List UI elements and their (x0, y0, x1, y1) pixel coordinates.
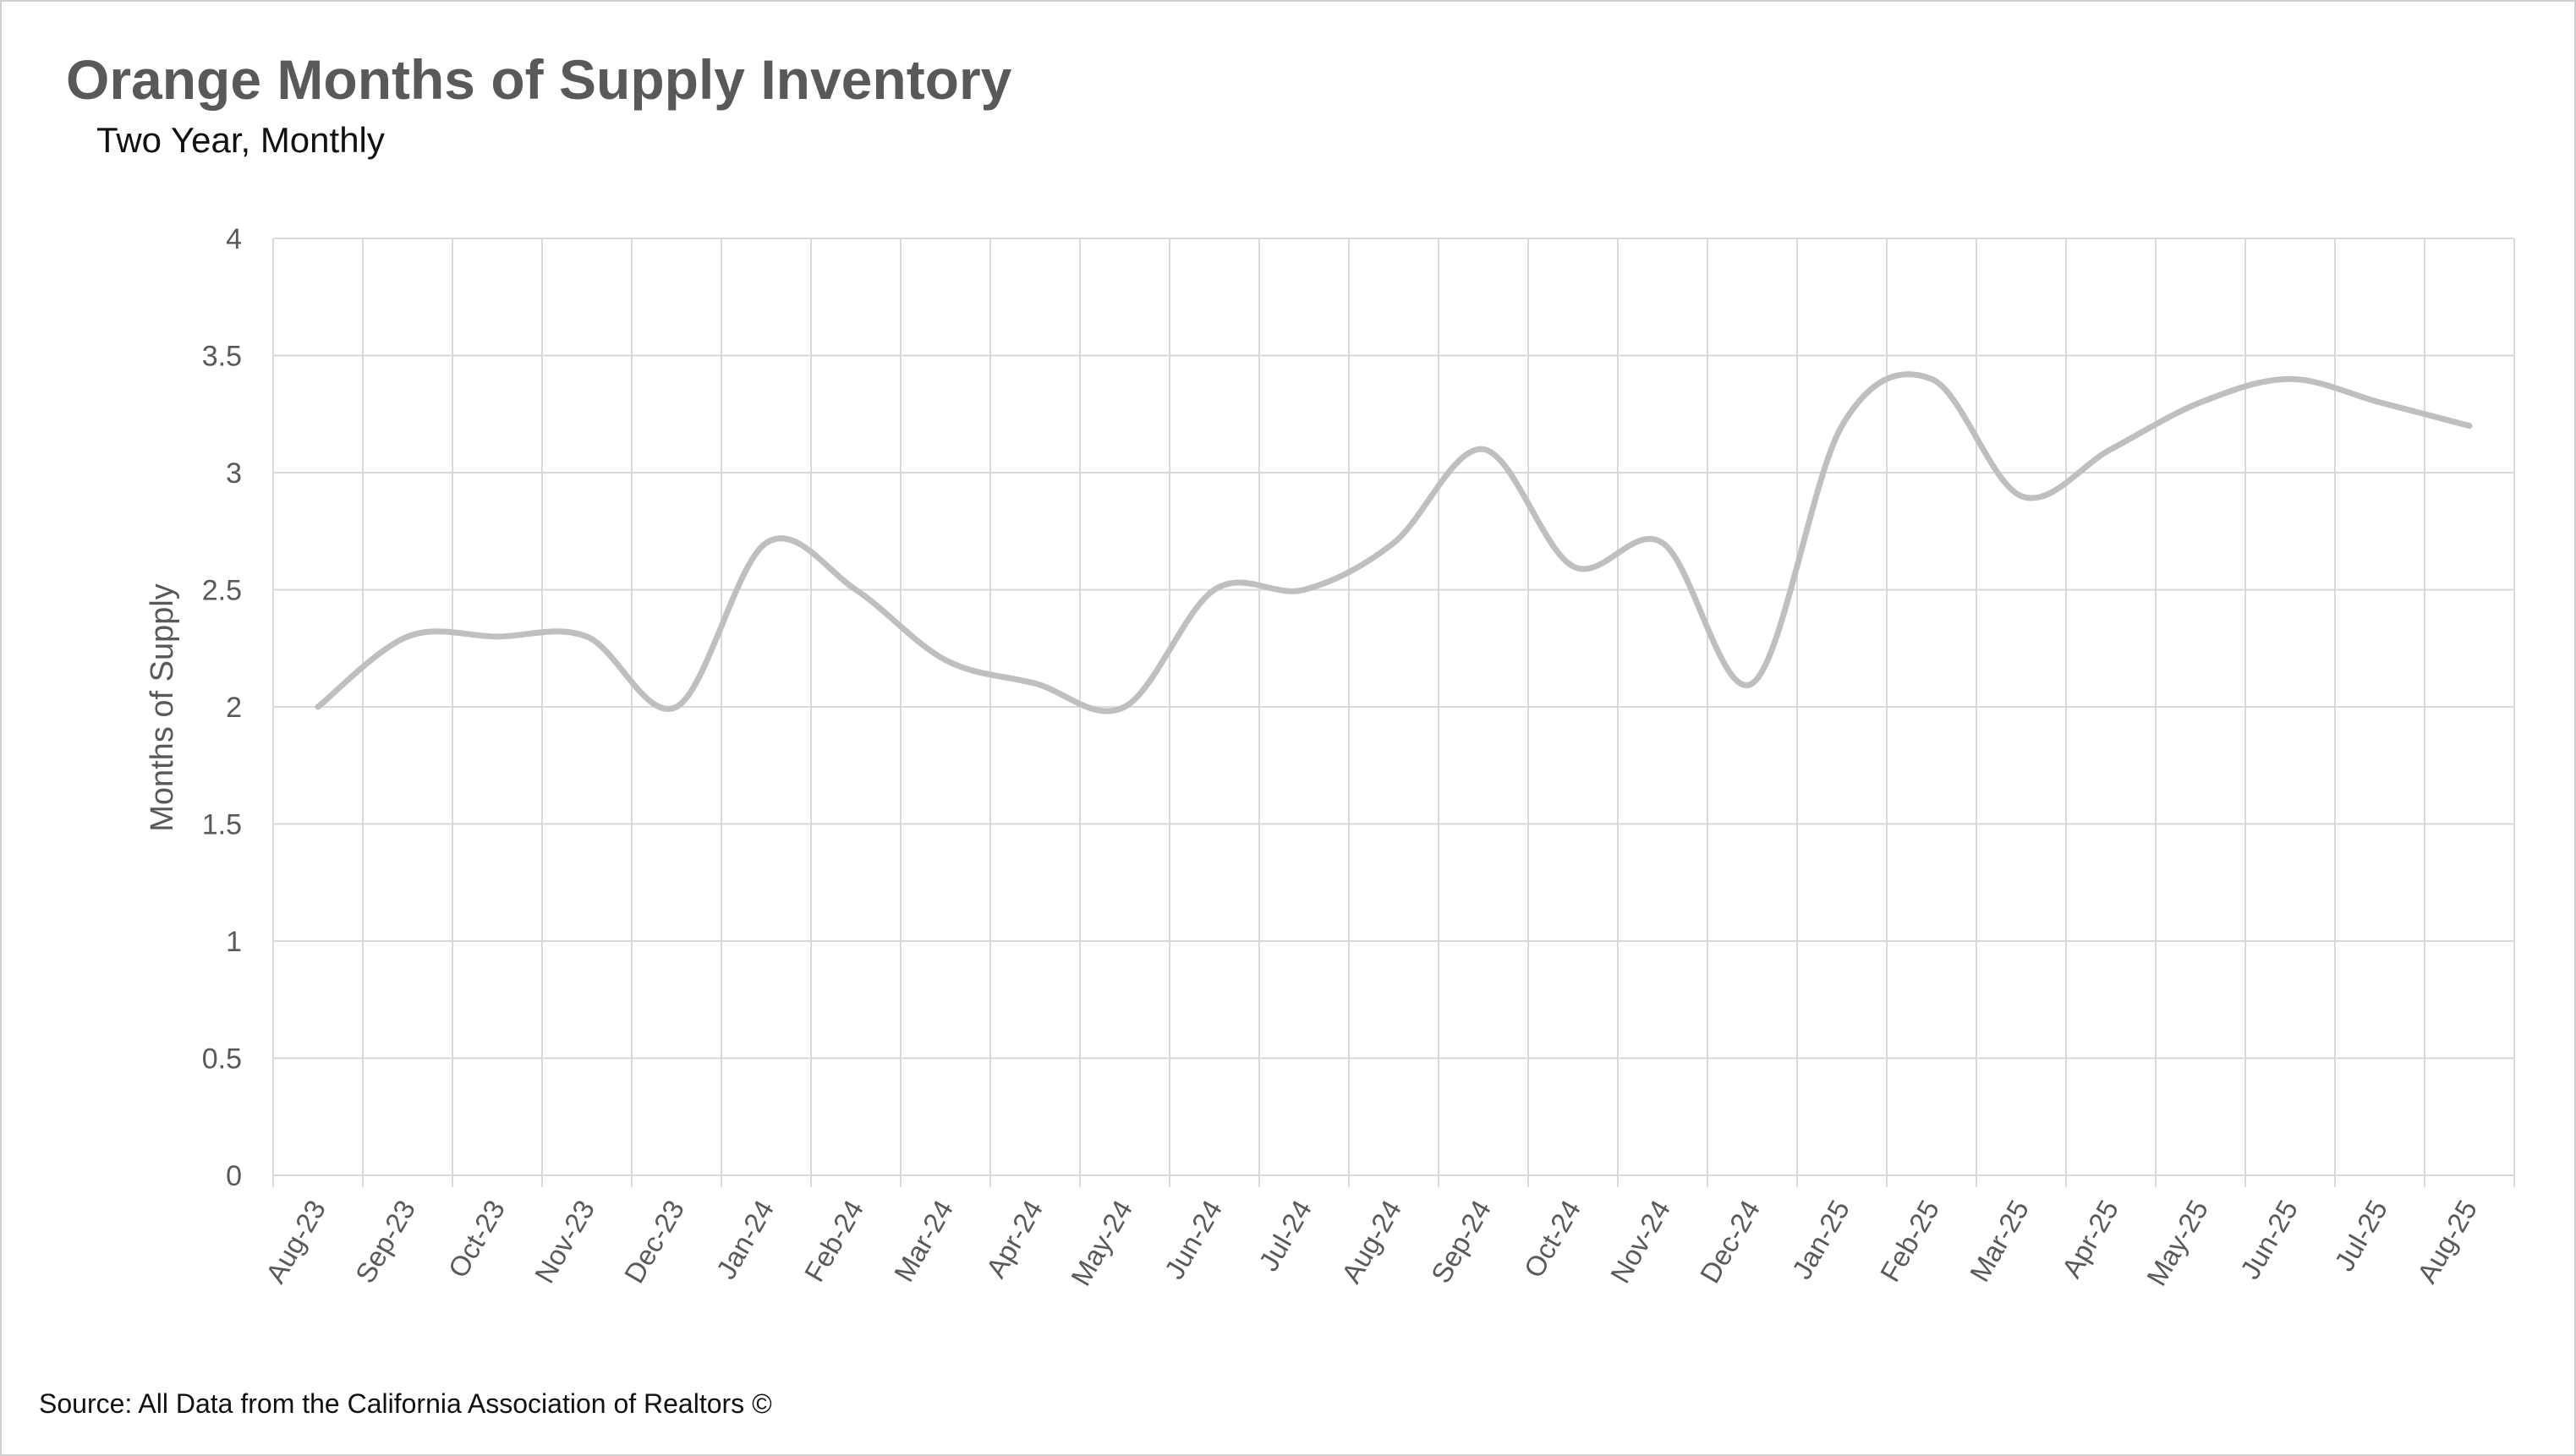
x-tick-label: Jan-25 (1786, 1195, 1855, 1284)
y-tick-label: 2.5 (202, 575, 242, 607)
x-tick-label: Aug-25 (2411, 1195, 2483, 1289)
x-tick-label: Apr-24 (979, 1195, 1049, 1283)
x-tick-label: Jul-24 (1252, 1195, 1318, 1276)
x-tick-label: Feb-25 (1874, 1195, 1945, 1287)
x-tick-label: Aug-23 (260, 1195, 332, 1289)
y-tick-label: 1 (226, 926, 242, 958)
y-tick-label: 3 (226, 457, 242, 490)
x-tick-label: Oct-24 (1517, 1195, 1587, 1283)
y-axis-title: Months of Supply (145, 583, 180, 832)
y-tick-label: 0 (226, 1160, 242, 1192)
x-axis-ticks: Aug-23 Sep-23 Oct-23 Nov-23 Dec-23 Jan-24 Feb-… (260, 1195, 2483, 1291)
x-tick-label: Oct-23 (441, 1195, 511, 1283)
x-tick-label: Dec-24 (1694, 1195, 1766, 1289)
x-tick-label: Mar-25 (1964, 1195, 2035, 1287)
y-tick-label: 3.5 (202, 341, 242, 373)
x-tick-label: Feb-24 (798, 1195, 869, 1287)
x-tick-label: Jun-25 (2234, 1195, 2304, 1284)
x-tick-label: Sep-24 (1425, 1195, 1497, 1289)
series-line (315, 371, 2473, 714)
chart-subtitle: Two Year, Monthly (96, 120, 385, 160)
x-tick-label: Jan-24 (710, 1195, 780, 1284)
series-layer (315, 371, 2473, 714)
x-tick-label: Dec-23 (618, 1195, 690, 1289)
x-tick-label: Sep-23 (349, 1195, 421, 1289)
source-note: Source: All Data from the California Ass… (39, 1388, 772, 1419)
x-tick-label: Aug-24 (1335, 1195, 1407, 1289)
y-tick-label: 4 (226, 223, 242, 255)
y-tick-label: 0.5 (202, 1043, 242, 1076)
x-tick-label: Nov-24 (1604, 1195, 1676, 1289)
y-axis-ticks: 0 0.5 1 1.5 2 2.5 3 3.5 4 (202, 223, 242, 1192)
x-tick-label: Jul-25 (2328, 1195, 2393, 1276)
x-tick-label: May-25 (2140, 1195, 2214, 1291)
x-tick-label: Mar-24 (888, 1195, 959, 1287)
gridlines (272, 238, 2515, 1187)
chart-title: Orange Months of Supply Inventory (66, 48, 1012, 111)
x-tick-label: May-24 (1065, 1195, 1138, 1291)
y-tick-label: 2 (226, 692, 242, 724)
x-tick-label: Apr-25 (2055, 1195, 2124, 1283)
x-tick-label: Jun-24 (1159, 1195, 1228, 1284)
y-tick-label: 1.5 (202, 809, 242, 841)
x-tick-label: Nov-23 (529, 1195, 600, 1289)
